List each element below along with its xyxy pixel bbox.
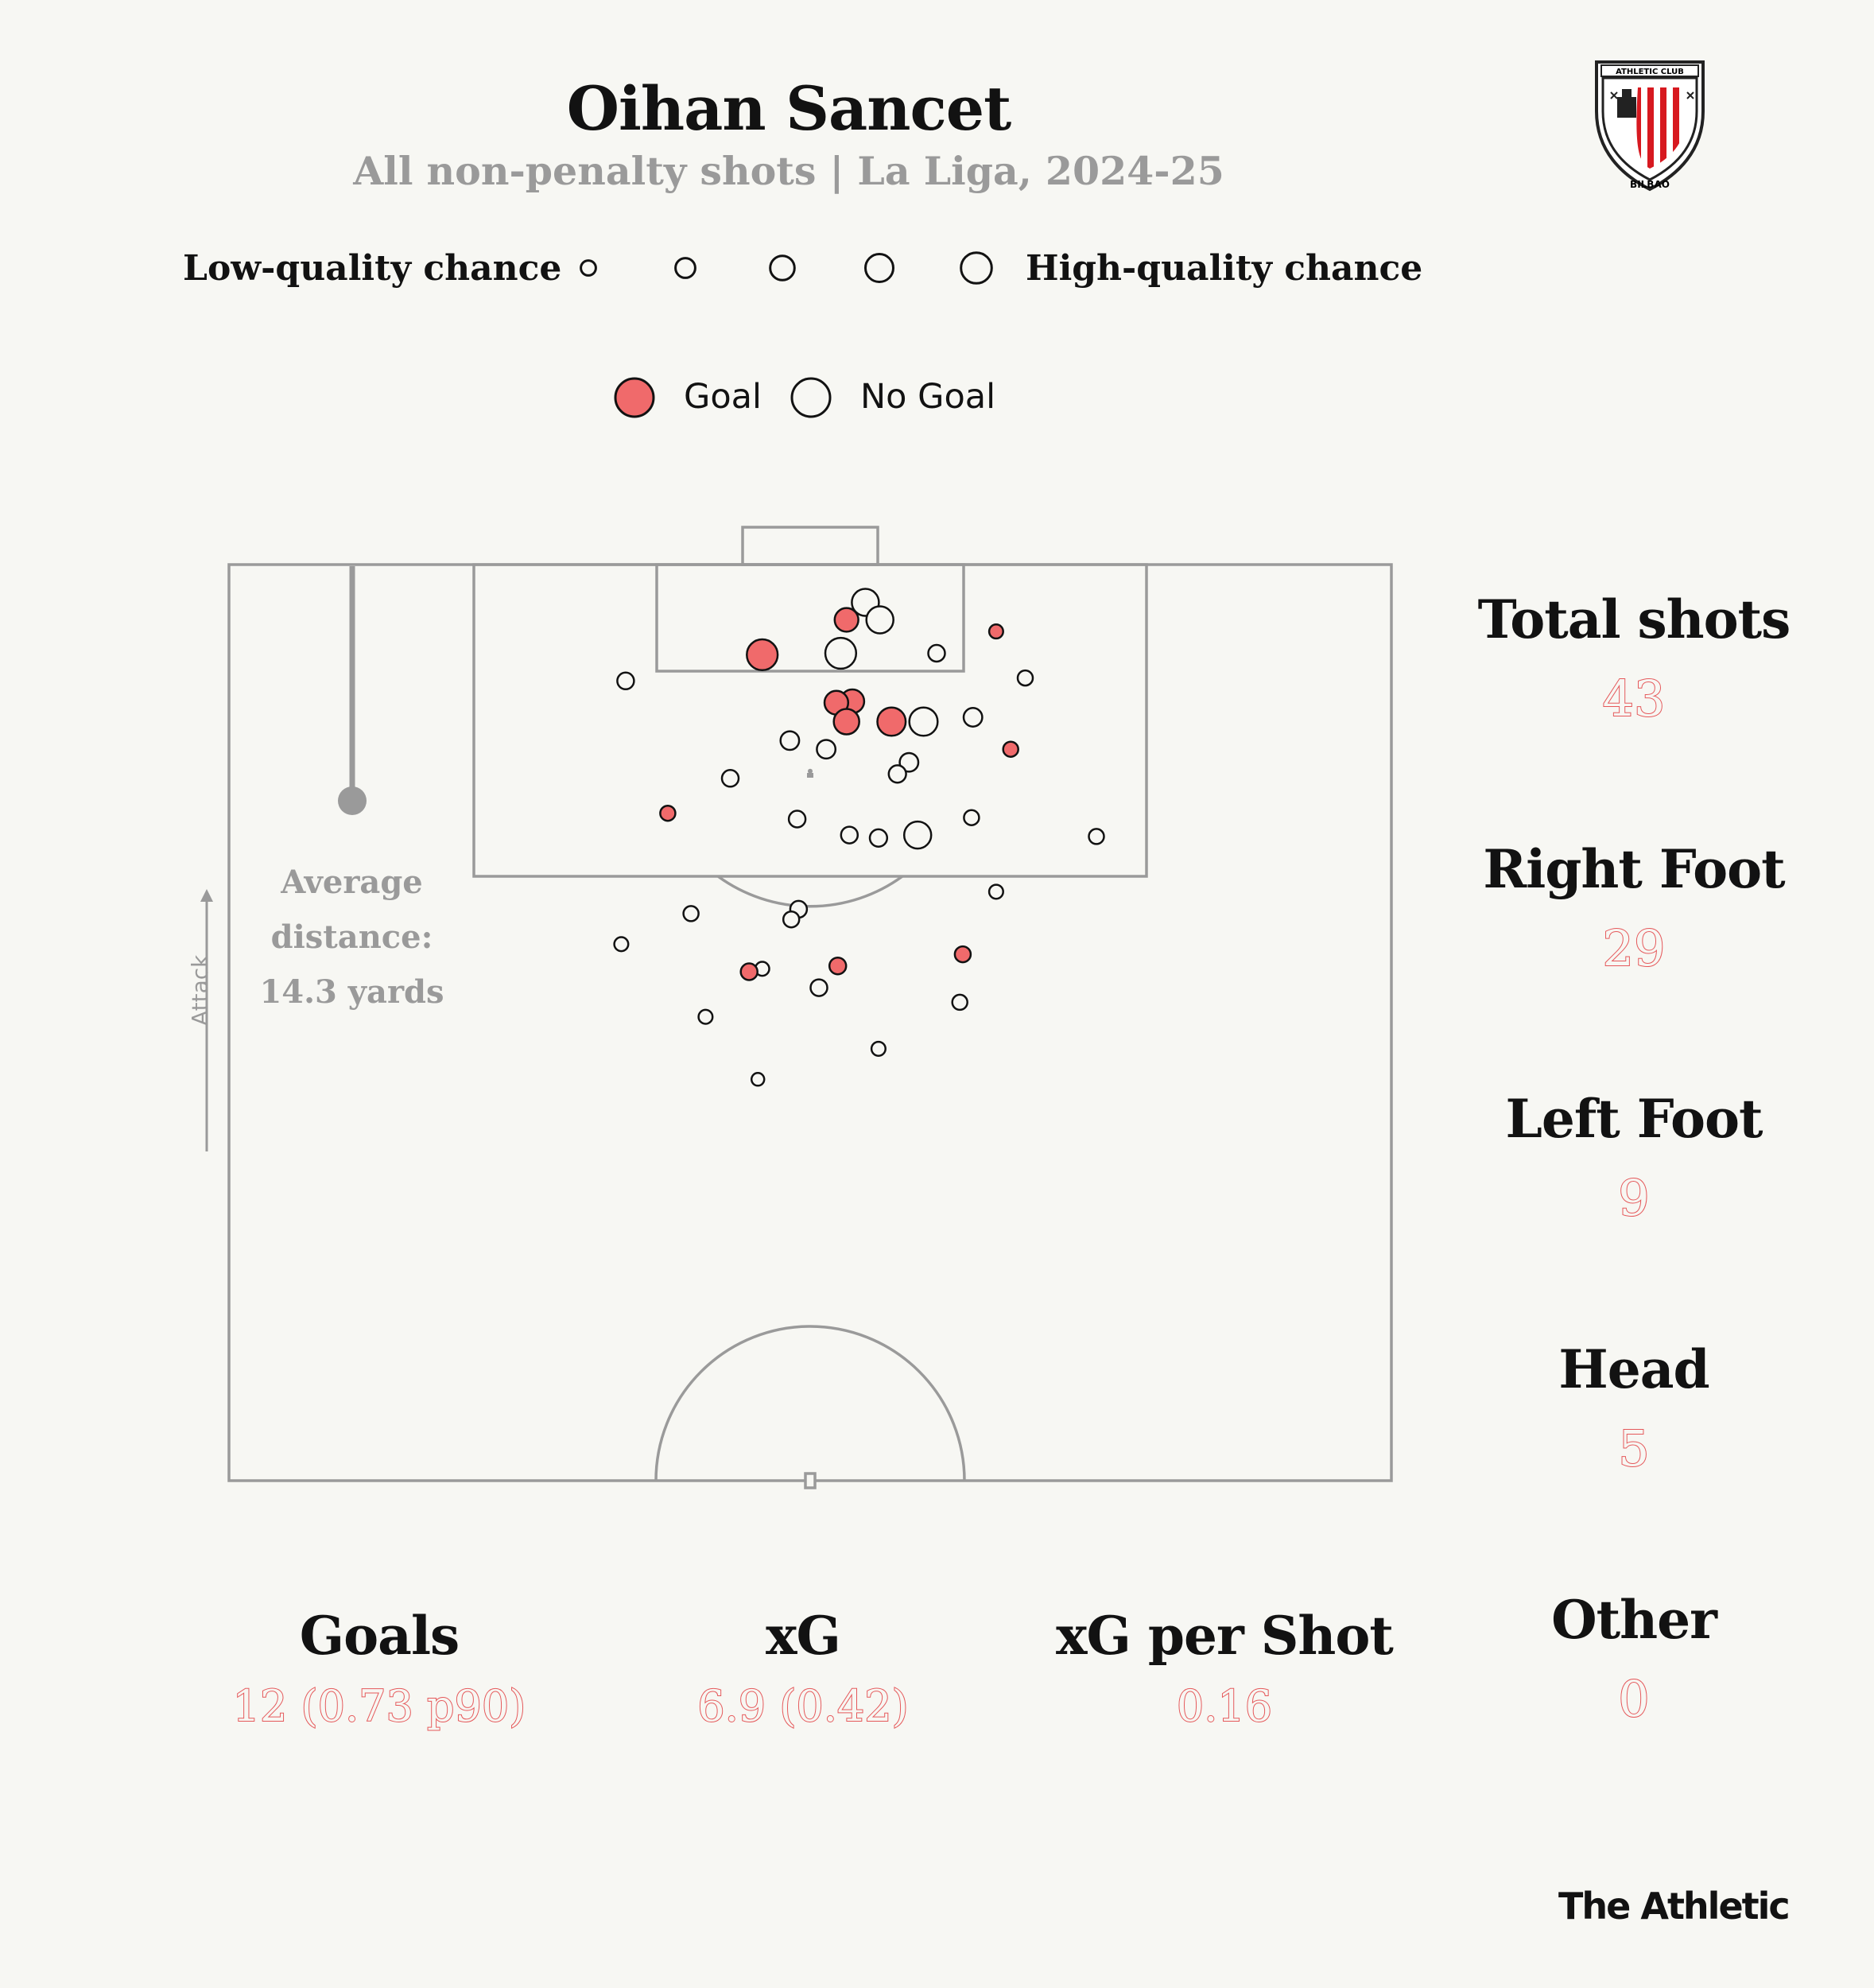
shot-marker-34 bbox=[953, 945, 972, 964]
no-goal-legend-marker bbox=[790, 377, 832, 418]
shot-marker-43 bbox=[808, 768, 813, 774]
stat-right-foot-label: Right Foot bbox=[1483, 838, 1785, 900]
shot-marker-30 bbox=[789, 899, 809, 919]
page-title: Oihan Sancet bbox=[566, 73, 1011, 144]
shot-marker-10 bbox=[839, 688, 866, 715]
shot-marker-28 bbox=[1088, 828, 1105, 845]
penalty-arc bbox=[716, 875, 904, 908]
stat-total-shots-label: Total shots bbox=[1477, 588, 1791, 650]
shot-marker-7 bbox=[927, 643, 946, 663]
goal-frame bbox=[741, 526, 879, 566]
shot-marker-26 bbox=[868, 828, 889, 848]
shot-marker-20 bbox=[887, 764, 907, 784]
shot-marker-1 bbox=[851, 588, 880, 617]
shot-marker-25 bbox=[840, 825, 859, 845]
size-legend-low-label: Low-quality chance bbox=[183, 248, 562, 289]
size-legend-circle-1 bbox=[580, 259, 597, 277]
shot-marker-14 bbox=[832, 708, 860, 736]
goal-legend-label: Goal bbox=[684, 377, 762, 417]
attack-arrow-head bbox=[200, 889, 213, 902]
shot-marker-4 bbox=[987, 623, 1004, 640]
attack-label: Attack bbox=[187, 954, 213, 1026]
stat-xg-per-shot-label: xG per Shot bbox=[1056, 1605, 1394, 1667]
shot-marker-9 bbox=[1016, 669, 1034, 687]
shot-marker-35 bbox=[828, 956, 848, 976]
shot-marker-13 bbox=[908, 706, 939, 737]
size-legend-circle-4 bbox=[864, 253, 894, 283]
shot-marker-24 bbox=[963, 809, 980, 826]
shot-marker-22 bbox=[659, 804, 677, 822]
no-goal-legend-label: No Goal bbox=[860, 377, 996, 417]
shot-marker-16 bbox=[779, 730, 801, 751]
shot-marker-37 bbox=[739, 962, 759, 981]
shot-marker-21 bbox=[720, 769, 740, 788]
shot-marker-31 bbox=[682, 905, 700, 922]
shot-marker-23 bbox=[787, 810, 807, 829]
shot-marker-29 bbox=[987, 883, 1004, 900]
stat-goals-value: 12 (0.73 p90) bbox=[232, 1680, 527, 1732]
size-legend-circle-5 bbox=[960, 251, 993, 285]
penalty-spot bbox=[807, 773, 813, 778]
shot-marker-2 bbox=[833, 607, 859, 633]
penalty-box bbox=[472, 563, 1148, 878]
shot-marker-18 bbox=[1002, 740, 1019, 758]
six-yard-box bbox=[655, 563, 965, 673]
shot-marker-12 bbox=[876, 706, 907, 737]
stat-xg-value: 6.9 (0.42) bbox=[696, 1680, 909, 1732]
size-legend-high-label: High-quality chance bbox=[1026, 248, 1423, 289]
shot-marker-3 bbox=[865, 605, 894, 635]
stat-other-value: 0 bbox=[1617, 1669, 1650, 1729]
stat-goals-label: Goals bbox=[299, 1605, 460, 1667]
shot-marker-33 bbox=[613, 936, 630, 953]
stat-other-label: Other bbox=[1551, 1589, 1717, 1651]
shot-marker-41 bbox=[870, 1040, 887, 1057]
shot-marker-17 bbox=[816, 739, 837, 760]
shot-marker-8 bbox=[616, 671, 635, 691]
average-distance-label: Average distance: 14.3 yards bbox=[259, 864, 444, 1011]
size-legend-circle-2 bbox=[674, 257, 696, 279]
size-legend-circles bbox=[580, 251, 993, 285]
shot-marker-5 bbox=[746, 638, 779, 672]
average-distance-marker bbox=[338, 786, 367, 815]
shot-marker-40 bbox=[697, 1008, 714, 1025]
shot-marker-42 bbox=[750, 1072, 766, 1087]
crest-bottom-text: BILBAO bbox=[1630, 179, 1670, 190]
stat-xg-per-shot-value: 0.16 bbox=[1176, 1680, 1273, 1732]
club-crest-icon: ATHLETIC CLUB BILBAO bbox=[1595, 60, 1705, 192]
center-spot bbox=[804, 1472, 817, 1489]
stat-head-value: 5 bbox=[1617, 1419, 1650, 1478]
stat-total-shots-value: 43 bbox=[1602, 669, 1666, 728]
stat-xg-label: xG bbox=[766, 1605, 841, 1667]
center-circle bbox=[654, 1325, 966, 1481]
brand-logo: The Athletic bbox=[1558, 1885, 1791, 1928]
shot-marker-38 bbox=[809, 978, 828, 997]
shot-marker-11 bbox=[823, 689, 850, 716]
goal-legend-marker bbox=[614, 377, 655, 418]
crest-top-text: ATHLETIC CLUB bbox=[1616, 68, 1684, 76]
stat-left-foot-value: 9 bbox=[1617, 1168, 1650, 1228]
size-legend-circle-3 bbox=[769, 254, 796, 282]
shot-marker-32 bbox=[782, 910, 801, 929]
shot-marker-15 bbox=[962, 707, 984, 728]
shot-marker-6 bbox=[824, 636, 858, 670]
shot-marker-36 bbox=[754, 961, 770, 977]
stat-right-foot-value: 29 bbox=[1602, 918, 1666, 978]
pitch-outline bbox=[227, 563, 1393, 1482]
shot-marker-19 bbox=[898, 751, 920, 773]
stat-head-label: Head bbox=[1558, 1338, 1709, 1400]
page-subtitle: All non-penalty shots | La Liga, 2024-25 bbox=[353, 148, 1224, 194]
stat-left-foot-label: Left Foot bbox=[1505, 1088, 1763, 1150]
shot-marker-39 bbox=[951, 993, 968, 1011]
shot-marker-27 bbox=[902, 820, 933, 850]
